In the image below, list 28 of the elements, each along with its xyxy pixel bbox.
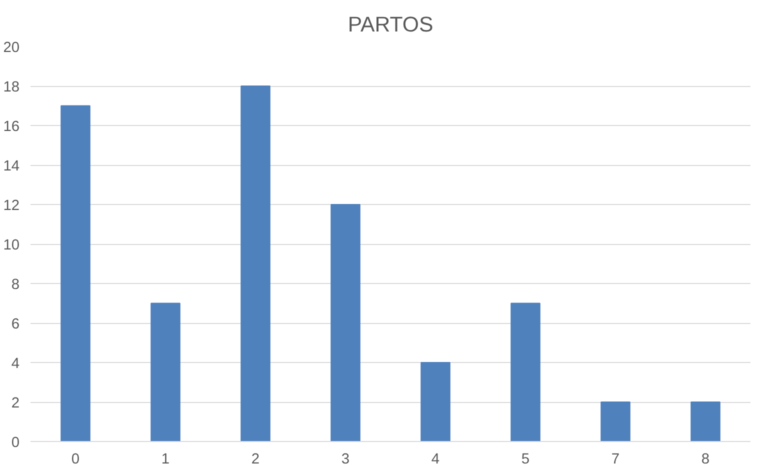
x-tick-label: 3 xyxy=(341,452,350,468)
y-tick-label: 2 xyxy=(11,396,20,412)
bar xyxy=(330,204,360,442)
y-tick-label: 6 xyxy=(11,316,20,332)
y-tick-label: 12 xyxy=(3,198,20,214)
bar xyxy=(600,402,630,442)
y-tick-label: 0 xyxy=(11,435,20,451)
y-tick-label: 14 xyxy=(3,158,20,174)
bar xyxy=(240,86,270,442)
x-tick-label: 1 xyxy=(161,452,170,468)
x-tick-label: 8 xyxy=(701,452,710,468)
bar xyxy=(510,302,540,442)
y-tick-label: 4 xyxy=(11,356,20,372)
y-tick-label: 20 xyxy=(3,40,20,56)
chart-title: PARTOS xyxy=(348,12,434,36)
bar xyxy=(60,105,90,442)
x-tick-label: 2 xyxy=(251,452,260,468)
bar xyxy=(150,302,180,442)
x-tick-label: 5 xyxy=(521,452,530,468)
x-tick-label: 7 xyxy=(611,452,620,468)
bar xyxy=(420,362,450,442)
y-tick-label: 18 xyxy=(3,80,20,96)
x-tick-label: 0 xyxy=(71,452,80,468)
y-tick-label: 8 xyxy=(11,277,20,293)
x-tick-label: 4 xyxy=(431,452,440,468)
y-tick-label: 16 xyxy=(3,119,20,135)
y-tick-label: 10 xyxy=(3,238,20,254)
bar xyxy=(690,402,720,442)
